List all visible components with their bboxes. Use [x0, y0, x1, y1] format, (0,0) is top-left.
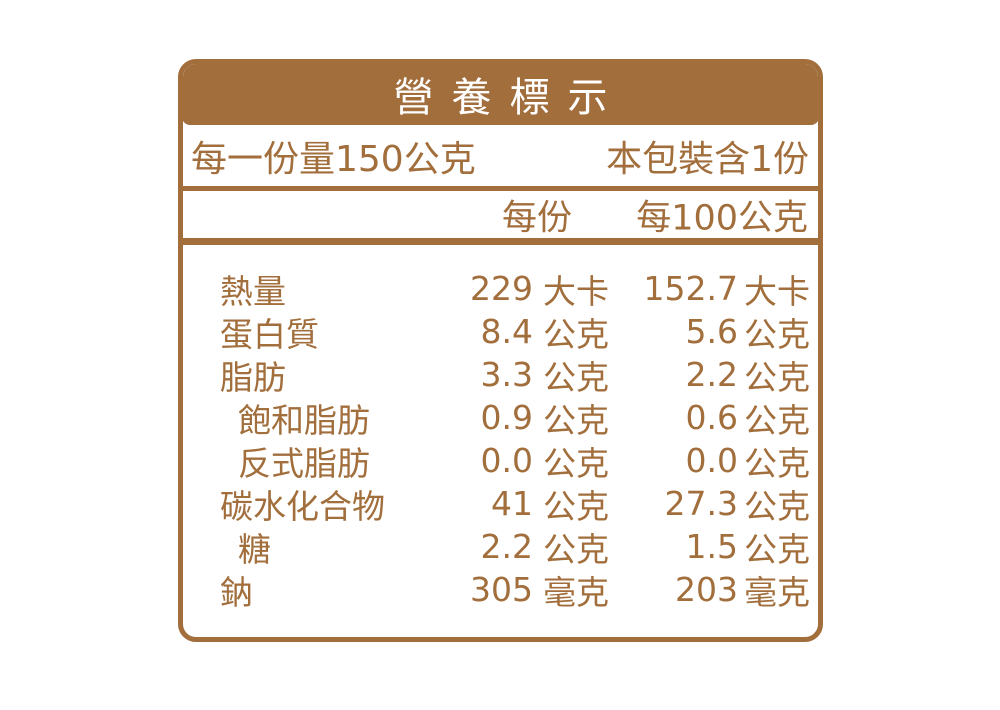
per-serving-value: 305	[470, 570, 533, 609]
per-100g-unit: 公克	[744, 529, 810, 569]
per-100g-unit: 公克	[744, 400, 810, 440]
nutrition-row: 熱量 229 大卡 152.7 大卡	[183, 267, 818, 311]
nutrition-row: 碳水化合物 41 公克 27.3 公克	[183, 482, 818, 526]
per-100g-unit: 大卡	[744, 271, 810, 311]
nutrition-row: 鈉 305 毫克 203 毫克	[183, 568, 818, 612]
per-serving-value: 8.4	[480, 312, 533, 351]
per-serving-unit: 公克	[543, 400, 609, 440]
nutrition-row: 蛋白質 8.4 公克 5.6 公克	[183, 310, 818, 354]
nutrition-row: 脂肪 3.3 公克 2.2 公克	[183, 353, 818, 397]
divider-thick	[183, 238, 818, 245]
per-serving-unit: 公克	[543, 443, 609, 483]
nutrition-row: 糖 2.2 公克 1.5 公克	[183, 525, 818, 569]
nutrition-row: 飽和脂肪 0.9 公克 0.6 公克	[183, 396, 818, 440]
per-serving-unit: 公克	[543, 357, 609, 397]
nutrient-name: 碳水化合物	[220, 486, 385, 526]
serving-info-row: 每一份量150公克 本包裝含1份	[183, 125, 818, 186]
per-100g-value: 203	[675, 570, 738, 609]
per-serving-value: 3.3	[480, 355, 533, 394]
column-header-row: 每份 每100公克	[183, 191, 818, 238]
per-100g-unit: 公克	[744, 443, 810, 483]
per-100g-unit: 公克	[744, 314, 810, 354]
serving-size-text: 每一份量150公克	[191, 138, 476, 180]
divider	[183, 186, 818, 191]
per-serving-value: 229	[470, 269, 533, 308]
per-100g-value: 5.6	[685, 312, 738, 351]
per-100g-value: 27.3	[664, 484, 738, 523]
per-serving-value: 41	[491, 484, 533, 523]
per-serving-unit: 公克	[543, 486, 609, 526]
per-serving-unit: 毫克	[543, 572, 609, 612]
nutrient-name: 熱量	[220, 271, 286, 311]
per-serving-value: 2.2	[480, 527, 533, 566]
nutrient-name: 脂肪	[220, 357, 286, 397]
per-100g-unit: 公克	[744, 357, 810, 397]
servings-per-package-text: 本包裝含1份	[606, 138, 809, 180]
per-serving-unit: 大卡	[543, 271, 609, 311]
per-100g-value: 0.6	[685, 398, 738, 437]
nutrient-name: 糖	[238, 529, 271, 569]
nutrient-name: 蛋白質	[220, 314, 319, 354]
per-100g-value: 1.5	[685, 527, 738, 566]
per-serving-unit: 公克	[543, 529, 609, 569]
per-100g-value: 0.0	[685, 441, 738, 480]
page-title: 營養標示	[393, 75, 626, 121]
per-serving-value: 0.0	[480, 441, 533, 480]
column-header-per-100g: 每100公克	[636, 198, 808, 238]
nutrition-label: 營養標示 每一份量150公克 本包裝含1份 每份 每100公克 熱量 229 大…	[178, 59, 823, 642]
per-100g-unit: 毫克	[744, 572, 810, 612]
per-100g-unit: 公克	[744, 486, 810, 526]
per-serving-value: 0.9	[480, 398, 533, 437]
per-100g-value: 152.7	[643, 269, 738, 308]
per-100g-value: 2.2	[685, 355, 738, 394]
nutrition-table: 熱量 229 大卡 152.7 大卡 蛋白質 8.4 公克 5.6 公克 脂肪 …	[183, 245, 818, 612]
title-bar: 營養標示	[183, 64, 818, 125]
nutrient-name: 反式脂肪	[238, 443, 370, 483]
column-header-per-serving: 每份	[502, 198, 573, 238]
nutrition-row: 反式脂肪 0.0 公克 0.0 公克	[183, 439, 818, 483]
nutrient-name: 飽和脂肪	[238, 400, 370, 440]
nutrient-name: 鈉	[220, 572, 253, 612]
per-serving-unit: 公克	[543, 314, 609, 354]
